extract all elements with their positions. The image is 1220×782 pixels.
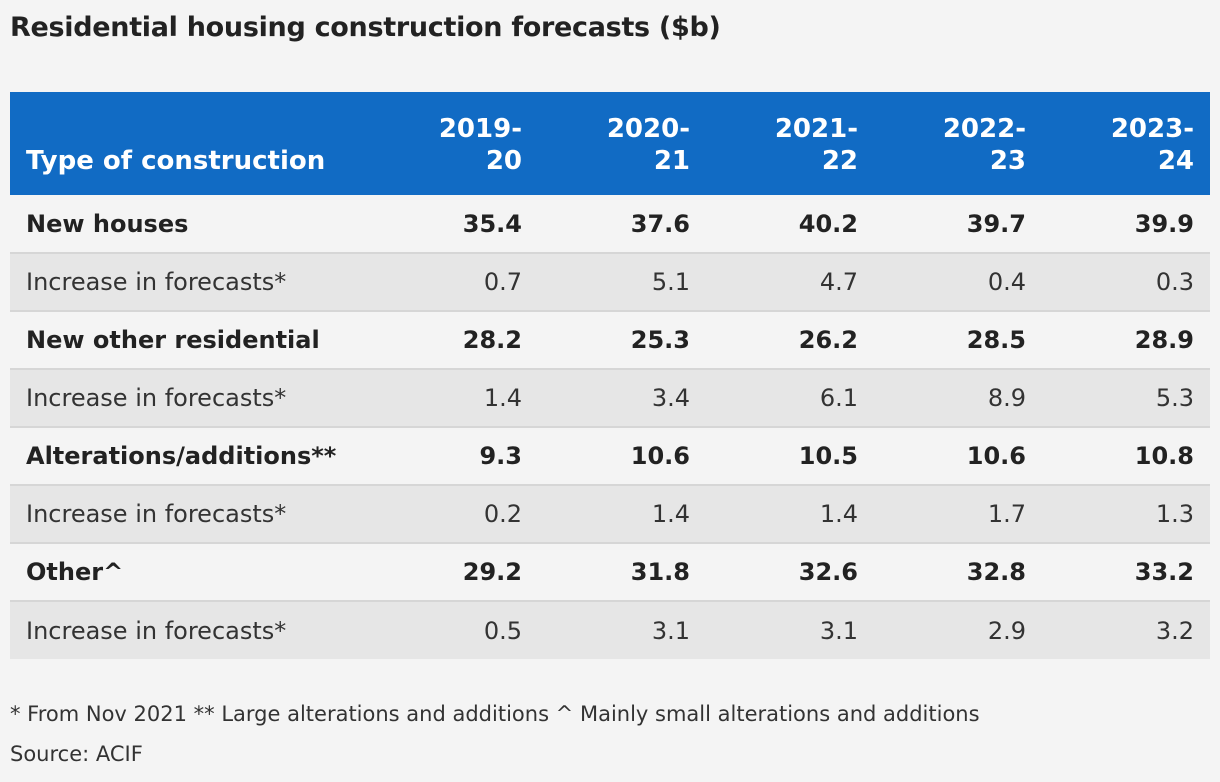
column-header-year: 2022- 23 [942,114,1026,176]
footnotes: * From Nov 2021 ** Large alterations and… [10,702,980,726]
table-row: New houses 35.4 37.6 40.2 39.7 39.9 [10,195,1210,253]
table-row: Increase in forecasts* 0.5 3.1 3.1 2.9 3.2 [10,600,1210,659]
forecast-table: Type of construction 2019- 20 2020- 21 202… [10,92,1210,659]
value-cell: 1.3 [1042,484,1210,543]
value-cell: 5.1 [538,252,706,311]
value-cell: 37.6 [630,209,690,238]
value-cell: 10.8 [1042,426,1210,485]
value-cell: 28.2 [370,310,538,369]
column-header-year: 2020- 21 [606,114,690,176]
table-row: Increase in forecasts* 1.4 3.4 6.1 8.9 5.3 [10,368,1210,427]
value-cell: 4.7 [706,252,874,311]
table-row: Increase in forecasts* 0.7 5.1 4.7 0.4 0.3 [10,252,1210,311]
value-cell: 31.8 [538,542,706,601]
value-cell: 29.2 [370,542,538,601]
value-cell: 39.9 [1134,209,1194,238]
row-label: New other residential [10,310,370,369]
column-header-year: 2023- 24 [1110,114,1194,176]
row-label: Increase in forecasts* [10,484,370,543]
value-cell: 32.8 [874,542,1042,601]
value-cell: 32.6 [706,542,874,601]
value-cell: 28.5 [874,310,1042,369]
value-cell: 10.6 [874,426,1042,485]
row-label: Alterations/additions** [10,426,370,485]
value-cell: 3.2 [1042,600,1210,659]
chart-title: Residential housing construction forecas… [10,12,721,43]
table-row: Increase in forecasts* 0.2 1.4 1.4 1.7 1.3 [10,484,1210,543]
value-cell: 0.7 [370,252,538,311]
table-body: New houses 35.4 37.6 40.2 39.7 39.9 Increase i… [10,195,1210,659]
column-header-year: 2021- 22 [774,114,858,176]
value-cell: 1.4 [370,368,538,427]
value-cell: 0.2 [370,484,538,543]
value-cell: 1.7 [874,484,1042,543]
value-cell: 40.2 [798,209,858,238]
value-cell: 25.3 [538,310,706,369]
value-cell: 3.1 [706,600,874,659]
value-cell: 9.3 [370,426,538,485]
value-cell: 3.1 [538,600,706,659]
value-cell: 3.4 [538,368,706,427]
value-cell: 0.5 [370,600,538,659]
value-cell: 26.2 [706,310,874,369]
value-cell: 1.4 [538,484,706,543]
row-label: Increase in forecasts* [10,368,370,427]
row-label: Other^ [10,542,370,601]
value-cell: 35.4 [462,209,522,238]
table-row: New other residential 28.2 25.3 26.2 28.5 28.… [10,310,1210,369]
table-row: Other^ 29.2 31.8 32.6 32.8 33.2 [10,542,1210,601]
value-cell: 5.3 [1042,368,1210,427]
value-cell: 0.4 [874,252,1042,311]
source-note: Source: ACIF [10,742,143,766]
column-header-type: Type of construction [26,146,326,176]
value-cell: 10.5 [706,426,874,485]
row-label: Increase in forecasts* [10,600,370,659]
value-cell: 33.2 [1042,542,1210,601]
row-label: Increase in forecasts* [10,252,370,311]
value-cell: 6.1 [706,368,874,427]
header-row: Type of construction 2019- 20 2020- 21 202… [10,92,1210,195]
column-header-year: 2019- 20 [438,114,522,176]
value-cell: 28.9 [1042,310,1210,369]
row-label: New houses [26,209,189,238]
value-cell: 39.7 [966,209,1026,238]
value-cell: 10.6 [538,426,706,485]
value-cell: 1.4 [706,484,874,543]
table-row: Alterations/additions** 9.3 10.6 10.5 10.6 10… [10,426,1210,485]
value-cell: 2.9 [874,600,1042,659]
value-cell: 0.3 [1042,252,1210,311]
value-cell: 8.9 [874,368,1042,427]
